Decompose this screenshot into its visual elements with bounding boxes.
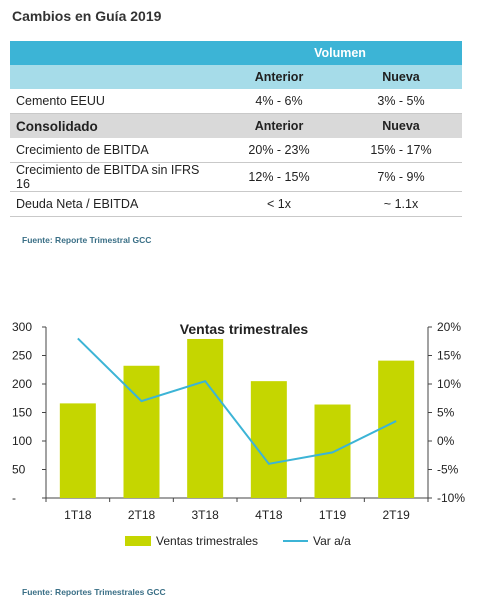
row-anterior: < 1x [218, 191, 340, 217]
row-nueva: 3% - 5% [340, 89, 462, 114]
x-tick-label-1T18: 1T18 [64, 508, 92, 522]
line-var-aa [77, 337, 397, 465]
section-nueva: Nueva [340, 113, 462, 138]
page-title: Cambios en Guía 2019 [12, 8, 162, 24]
x-tick-label-2T18: 2T18 [128, 508, 156, 522]
left-tick-label: - [12, 491, 16, 505]
table-row: Crecimiento de EBITDA 20% - 23% 15% - 17… [10, 138, 462, 163]
section-header-row: Consolidado Anterior Nueva [10, 113, 462, 138]
left-tick-label: 300 [12, 320, 32, 334]
chart-title: Ventas trimestrales [180, 321, 309, 337]
header-nueva: Nueva [340, 65, 462, 89]
table-row: Crecimiento de EBITDA sin IFRS 16 12% - … [10, 162, 462, 192]
bar-2T19 [378, 360, 415, 498]
right-tick-label: -10% [437, 491, 465, 505]
x-tick-label-1T19: 1T19 [319, 508, 347, 522]
row-nueva: 15% - 17% [340, 138, 462, 163]
legend-swatch-ventas [125, 536, 151, 546]
right-tick-label: -5% [437, 463, 459, 477]
x-tick-label-4T18: 4T18 [255, 508, 283, 522]
right-tick-label: 5% [437, 406, 455, 420]
section-anterior: Anterior [218, 113, 340, 138]
left-tick-label: 100 [12, 434, 32, 448]
table-row: Deuda Neta / EBITDA < 1x ~ 1.1x [10, 191, 462, 217]
row-anterior: 4% - 6% [218, 89, 340, 114]
row-anterior: 20% - 23% [218, 138, 340, 163]
x-tick-label-2T19: 2T19 [382, 508, 410, 522]
legend-label-var: Var a/a [313, 534, 351, 548]
row-label: Cemento EEUU [10, 89, 218, 114]
table-source-note: Fuente: Reporte Trimestral GCC [22, 235, 152, 245]
left-tick-label: 50 [12, 463, 26, 477]
row-label: Crecimiento de EBITDA [10, 138, 218, 163]
left-tick-label: 200 [12, 377, 32, 391]
bar-3T18 [187, 338, 224, 498]
bar-1T19 [314, 404, 351, 498]
volumen-header: Volumen [218, 41, 462, 65]
row-label: Crecimiento de EBITDA sin IFRS 16 [10, 162, 218, 192]
row-nueva: ~ 1.1x [340, 191, 462, 217]
bar-1T18 [59, 403, 96, 498]
row-label: Deuda Neta / EBITDA [10, 191, 218, 217]
row-anterior: 12% - 15% [218, 162, 340, 192]
right-tick-label: 20% [437, 320, 461, 334]
right-tick-label: 0% [437, 434, 455, 448]
left-tick-label: 250 [12, 349, 32, 363]
chart-source-note: Fuente: Reportes Trimestrales GCC [22, 587, 166, 597]
right-tick-label: 10% [437, 377, 461, 391]
row-nueva: 7% - 9% [340, 162, 462, 192]
chart-legend: Ventas trimestrales Var a/a [125, 534, 351, 548]
bar-4T18 [250, 381, 287, 498]
guidance-table: Volumen Anterior Nueva Cemento EEUU 4% -… [10, 41, 462, 217]
right-tick-label: 15% [437, 349, 461, 363]
sales-chart: Ventas trimestrales - 50 100 150 200 250 300 -1… [12, 320, 465, 548]
table-row: Cemento EEUU 4% - 6% 3% - 5% [10, 89, 462, 114]
table-group-header-row: Volumen [10, 41, 462, 65]
legend-label-ventas: Ventas trimestrales [156, 534, 258, 548]
section-label: Consolidado [10, 113, 218, 138]
x-tick-label-3T18: 3T18 [191, 508, 219, 522]
chart-plot-area: - 50 100 150 200 250 300 -10% -5% 0% 5% 10% 15% 20% 1T… [12, 320, 465, 522]
header-anterior: Anterior [218, 65, 340, 89]
table-subheader-row: Anterior Nueva [10, 65, 462, 89]
left-tick-label: 150 [12, 406, 32, 420]
bar-2T18 [123, 365, 160, 498]
